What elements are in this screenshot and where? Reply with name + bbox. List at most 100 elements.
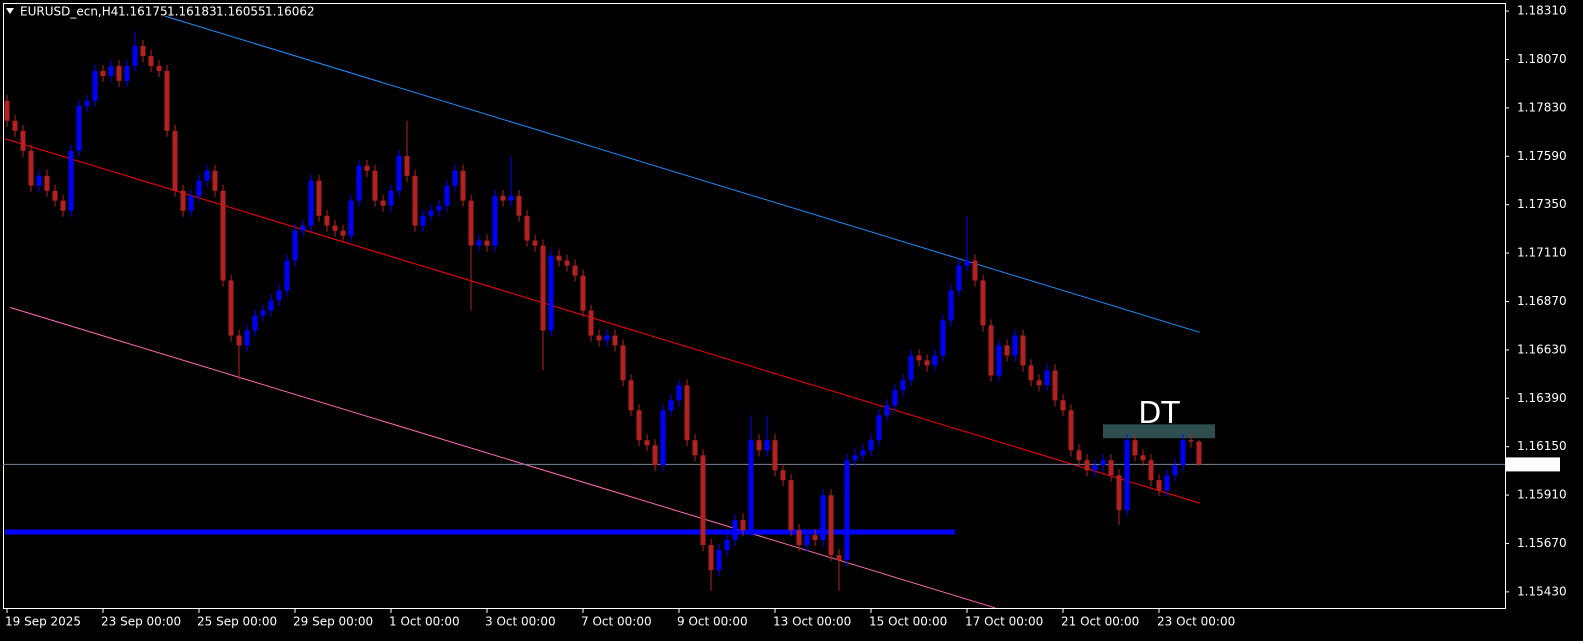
candle-body xyxy=(524,215,530,241)
candle-body xyxy=(380,200,386,206)
zone xyxy=(1103,424,1215,439)
y-tick-label: 1.16150 xyxy=(1517,439,1567,453)
candle-body xyxy=(356,165,362,201)
candle-body xyxy=(1172,465,1178,476)
y-tick-label: 1.15910 xyxy=(1517,488,1567,502)
candle-body xyxy=(860,450,866,456)
candle-body xyxy=(884,405,890,416)
candle-body xyxy=(132,45,138,66)
candle-body xyxy=(492,195,498,246)
candle-body xyxy=(412,175,418,226)
candle-body xyxy=(1028,365,1034,381)
header-close: 1.16062 xyxy=(265,5,315,19)
symbol: EURUSD_ecn,H4 xyxy=(20,5,118,19)
candle-body xyxy=(228,280,234,336)
candle-body xyxy=(332,225,338,231)
candle-body xyxy=(716,550,722,571)
candle-body xyxy=(892,390,898,406)
candle-body xyxy=(692,440,698,456)
x-tick-label: 25 Sep 00:00 xyxy=(197,615,277,629)
candle-body xyxy=(644,440,650,446)
candle-body xyxy=(940,320,946,356)
candle-body xyxy=(1188,440,1194,442)
candle-body xyxy=(396,155,402,191)
x-tick-label: 23 Sep 00:00 xyxy=(101,615,181,629)
candle-body xyxy=(964,260,970,266)
y-tick-label: 1.17110 xyxy=(1517,246,1567,260)
y-tick-label: 1.17590 xyxy=(1517,149,1567,163)
candle-body xyxy=(180,190,186,211)
candle-body xyxy=(932,355,938,366)
x-tick-label: 21 Oct 00:00 xyxy=(1061,615,1139,629)
candle-body xyxy=(708,545,714,571)
candle-body xyxy=(748,440,754,531)
candle-body xyxy=(620,345,626,381)
candle-body xyxy=(868,440,874,451)
candle-body xyxy=(268,300,274,311)
y-tick-label: 1.18070 xyxy=(1517,52,1567,66)
candle-body xyxy=(1100,460,1106,466)
candle-body xyxy=(44,175,50,191)
candle-body xyxy=(188,195,194,211)
candle-body xyxy=(1132,440,1138,456)
candle-body xyxy=(116,65,122,81)
y-tick-label: 1.15670 xyxy=(1517,536,1567,550)
candle-body xyxy=(300,225,306,231)
candle-body xyxy=(324,215,330,226)
candle-body xyxy=(236,335,242,346)
candle-body xyxy=(68,150,74,211)
header-low: 1.16055 xyxy=(216,5,266,19)
candle-body xyxy=(172,130,178,191)
candle-body xyxy=(284,260,290,291)
candle-body xyxy=(340,230,346,236)
candle-body xyxy=(1156,480,1162,491)
candle-body xyxy=(780,470,786,481)
y-tick-label: 1.17830 xyxy=(1517,100,1567,114)
zone-label: DT xyxy=(1138,396,1180,431)
candle-body xyxy=(1196,441,1202,465)
candle-body xyxy=(364,165,370,171)
x-tick-label: 23 Oct 00:00 xyxy=(1157,615,1235,629)
y-tick-label: 1.18310 xyxy=(1517,4,1567,18)
candle-body xyxy=(668,400,674,411)
header-high: 1.16183 xyxy=(167,5,217,19)
candle-body xyxy=(460,170,466,201)
candle-body xyxy=(596,335,602,341)
y-tick-label: 1.16870 xyxy=(1517,294,1567,308)
price-tag-label: 1.16062 xyxy=(1511,457,1561,471)
candle-body xyxy=(476,240,482,246)
candle-body xyxy=(732,520,738,541)
candle-body xyxy=(1124,440,1130,511)
x-tick-label: 9 Oct 00:00 xyxy=(677,615,748,629)
candle-body xyxy=(1092,465,1098,471)
header-open: 1.16175 xyxy=(118,5,168,19)
candle-body xyxy=(628,380,634,411)
candle-body xyxy=(820,495,826,541)
candle-body xyxy=(348,200,354,236)
candle-body xyxy=(836,555,842,561)
candle-body xyxy=(1052,370,1058,401)
y-tick-label: 1.16390 xyxy=(1517,391,1567,405)
candle-body xyxy=(908,355,914,381)
candle-body xyxy=(1020,335,1026,366)
candle-body xyxy=(548,255,554,331)
candle-body xyxy=(540,245,546,331)
candle-body xyxy=(844,460,850,561)
candle-body xyxy=(700,455,706,546)
x-tick-label: 29 Sep 00:00 xyxy=(293,615,373,629)
candle-body xyxy=(532,240,538,246)
candle-body xyxy=(1180,440,1186,466)
candle-body xyxy=(508,195,514,201)
candle-body xyxy=(660,410,666,466)
candle-body xyxy=(948,290,954,321)
y-tick-label: 1.16630 xyxy=(1517,342,1567,356)
candle-body xyxy=(724,540,730,551)
candle-body xyxy=(276,290,282,301)
candle-body xyxy=(612,335,618,346)
x-tick-label: 3 Oct 00:00 xyxy=(485,615,556,629)
candle-body xyxy=(828,495,834,556)
candle-body xyxy=(1164,475,1170,491)
